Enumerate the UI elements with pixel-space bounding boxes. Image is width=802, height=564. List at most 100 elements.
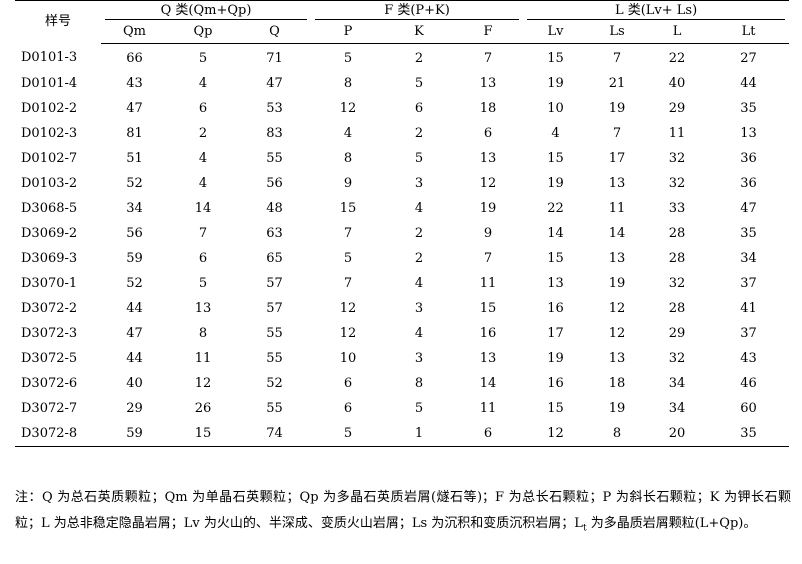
table-body: D0101-3 66 5 71 5 2 7 15 7 22 27 D0101-4 43 4 47 8 5 13 19… (15, 44, 789, 447)
value-cell-qp: 15 (194, 425, 212, 441)
value-cell-lt: 36 (740, 150, 757, 166)
value-cell-ls: 12 (608, 325, 626, 341)
value-cell-l: 29 (668, 100, 686, 116)
sample-id-cell: D0102-7 (21, 150, 78, 166)
sample-id-cell: D0102-2 (21, 100, 78, 116)
value-cell-qm: 51 (126, 150, 143, 166)
table-footnote: 注：Q 为总石英质颗粒；Qm 为单晶石英颗粒；Qp 为多晶石英质岩屑(燧石等)；… (15, 485, 791, 542)
group-header-f: F 类(P+K) (311, 1, 523, 21)
value-cell-qp: 2 (198, 125, 208, 141)
value-cell-lt: 60 (740, 400, 757, 416)
value-cell-k: 5 (414, 400, 424, 416)
value-cell-lv: 15 (547, 50, 564, 66)
value-cell-lv: 19 (547, 175, 564, 191)
value-cell-lv: 19 (547, 350, 564, 366)
value-cell-p: 12 (339, 300, 357, 316)
group-header-row: 样号 Q 类(Qm+Qp) F 类(P+K) L 类(Lv+ Ls) (15, 1, 789, 29)
value-cell-p: 12 (339, 100, 357, 116)
value-cell-ls: 13 (608, 350, 626, 366)
value-cell-qm: 40 (126, 375, 143, 391)
table-row: D3070-1 52 5 57 7 4 11 13 19 32 37 (15, 271, 789, 296)
value-cell-k: 4 (414, 275, 424, 291)
value-cell-qm: 47 (126, 100, 143, 116)
table-row: D0101-4 43 4 47 8 5 13 19 21 40 44 (15, 71, 789, 96)
value-cell-k: 3 (414, 300, 424, 316)
value-cell-qm: 29 (126, 400, 143, 416)
value-cell-l: 32 (668, 175, 686, 191)
value-cell-qp: 7 (198, 225, 208, 241)
value-cell-q: 57 (266, 300, 283, 316)
value-cell-qp: 6 (198, 100, 208, 116)
value-cell-p: 7 (343, 275, 353, 291)
value-cell-qm: 47 (126, 325, 143, 341)
value-cell-lt: 35 (740, 425, 757, 441)
value-cell-k: 2 (414, 50, 424, 66)
value-cell-qp: 4 (198, 175, 208, 191)
value-cell-k: 8 (414, 375, 424, 391)
value-cell-l: 11 (668, 125, 686, 141)
value-cell-lv: 15 (547, 400, 564, 416)
sample-id-cell: D0101-3 (21, 50, 78, 66)
table-row: D3069-2 56 7 63 7 2 9 14 14 28 35 (15, 221, 789, 246)
table-row: D3072-3 47 8 55 12 4 16 17 12 29 37 (15, 321, 789, 346)
value-cell-q: 55 (266, 150, 283, 166)
value-cell-lt: 47 (740, 200, 757, 216)
value-cell-l: 40 (668, 75, 686, 91)
value-cell-qm: 52 (126, 175, 143, 191)
column-header-q: Q (238, 20, 311, 44)
value-cell-f: 7 (483, 250, 493, 266)
value-cell-ls: 14 (608, 225, 626, 241)
value-cell-qm: 44 (126, 350, 143, 366)
sample-id-cell: D0103-2 (21, 175, 78, 191)
value-cell-p: 5 (343, 425, 353, 441)
value-cell-qp: 14 (194, 200, 212, 216)
value-cell-p: 8 (343, 150, 353, 166)
value-cell-q: 55 (266, 325, 283, 341)
value-cell-lt: 27 (740, 50, 757, 66)
column-header-lt: Lt (708, 20, 790, 44)
table-row: D0102-3 81 2 83 4 2 6 4 7 11 13 (15, 121, 789, 146)
value-cell-qm: 44 (126, 300, 143, 316)
value-cell-qm: 81 (126, 125, 143, 141)
value-cell-ls: 19 (608, 100, 626, 116)
value-cell-ls: 18 (608, 375, 626, 391)
column-header-ls: Ls (588, 20, 647, 44)
value-cell-k: 2 (414, 225, 424, 241)
composition-table: 样号 Q 类(Qm+Qp) F 类(P+K) L 类(Lv+ Ls) Qm Qp… (15, 0, 790, 447)
value-cell-lv: 14 (547, 225, 564, 241)
value-cell-qp: 4 (198, 75, 208, 91)
value-cell-lv: 4 (551, 125, 560, 141)
value-cell-q: 56 (266, 175, 283, 191)
value-cell-k: 6 (414, 100, 424, 116)
value-cell-f: 19 (479, 200, 497, 216)
value-cell-ls: 17 (608, 150, 626, 166)
value-cell-lv: 16 (547, 300, 564, 316)
value-cell-q: 53 (266, 100, 283, 116)
value-cell-p: 15 (339, 200, 357, 216)
value-cell-qp: 8 (198, 325, 208, 341)
sample-id-cell: D0101-4 (21, 75, 78, 91)
value-cell-p: 5 (343, 50, 353, 66)
value-cell-qm: 59 (126, 425, 143, 441)
sample-id-cell: D3068-5 (21, 200, 78, 216)
value-cell-k: 4 (414, 325, 424, 341)
value-cell-qm: 43 (126, 75, 143, 91)
value-cell-l: 20 (668, 425, 686, 441)
value-cell-k: 1 (414, 425, 424, 441)
column-header-qp: Qp (168, 20, 238, 44)
value-cell-f: 12 (479, 175, 497, 191)
column-header-f: F (453, 20, 524, 44)
column-header-row: Qm Qp Q P K F Lv Ls L Lt (15, 20, 790, 44)
value-cell-qm: 66 (126, 50, 143, 66)
value-cell-qp: 4 (198, 150, 208, 166)
value-cell-ls: 7 (612, 50, 622, 66)
value-cell-qp: 11 (194, 350, 212, 366)
value-cell-k: 3 (414, 175, 424, 191)
value-cell-lt: 41 (740, 300, 757, 316)
group-header-q: Q 类(Qm+Qp) (101, 1, 311, 21)
sample-id-cell: D3072-5 (21, 350, 78, 366)
value-cell-lt: 36 (740, 175, 757, 191)
group-header-l: L 类(Lv+ Ls) (523, 1, 789, 21)
value-cell-lv: 22 (547, 200, 564, 216)
table-row: D0103-2 52 4 56 9 3 12 19 13 32 36 (15, 171, 789, 196)
